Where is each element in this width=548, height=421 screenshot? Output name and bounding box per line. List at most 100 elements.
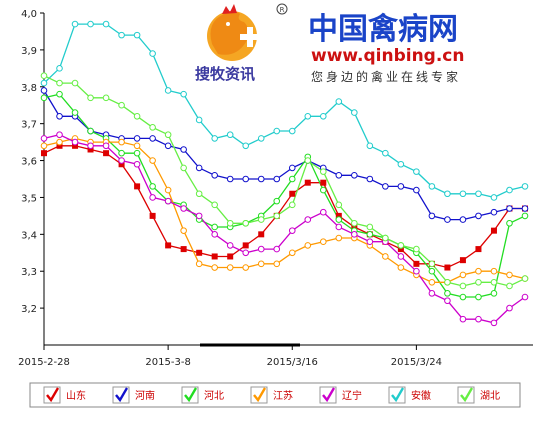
data-point	[304, 216, 312, 223]
legend-label: 河北	[204, 390, 224, 402]
data-point	[226, 219, 234, 227]
data-point	[149, 212, 156, 219]
data-point	[134, 183, 141, 190]
legend-label: 湖北	[480, 390, 500, 402]
data-point	[149, 135, 156, 142]
data-point	[319, 112, 327, 120]
data-point	[40, 135, 48, 142]
data-point	[459, 315, 467, 323]
data-point	[382, 234, 389, 242]
data-point	[397, 264, 405, 271]
data-point	[475, 246, 482, 253]
data-point	[211, 135, 218, 142]
data-point	[211, 253, 218, 260]
data-point	[40, 72, 48, 80]
data-point	[521, 293, 529, 301]
x-tick-label: 2015/3/16	[267, 357, 318, 368]
data-point	[242, 264, 250, 271]
series-points	[40, 20, 529, 327]
data-point	[242, 249, 250, 257]
data-point	[335, 212, 342, 219]
data-point	[71, 20, 79, 28]
y-tick-label: 3,3	[21, 267, 37, 278]
data-point	[351, 172, 358, 179]
data-point	[289, 190, 296, 197]
checkmark-icon	[115, 387, 129, 403]
data-point	[40, 87, 48, 94]
data-point	[397, 160, 405, 168]
data-point	[56, 138, 63, 146]
data-point	[506, 186, 513, 194]
data-point	[320, 179, 327, 186]
legend-item-6[interactable]: 湖北	[457, 386, 500, 404]
legend-item-0[interactable]: 山东	[43, 386, 86, 404]
data-point	[118, 161, 125, 168]
data-point	[164, 197, 172, 205]
data-point	[397, 242, 405, 249]
data-point	[521, 205, 529, 212]
data-point	[490, 319, 498, 327]
data-point	[195, 212, 203, 220]
legend-label: 江苏	[273, 389, 293, 402]
data-point	[56, 112, 63, 120]
data-point	[351, 109, 358, 116]
data-point	[304, 157, 312, 164]
checkmark-icon	[460, 387, 474, 403]
data-point	[351, 219, 358, 227]
data-point	[273, 127, 281, 135]
data-point	[87, 146, 94, 153]
data-point	[413, 267, 420, 275]
data-point	[133, 112, 141, 120]
y-tick-label: 3,4	[21, 230, 37, 241]
legend-item-4[interactable]: 辽宁	[319, 386, 362, 404]
svg-text:R: R	[280, 6, 285, 14]
data-point	[304, 242, 312, 249]
data-point	[475, 267, 482, 275]
series-line-6	[43, 75, 526, 287]
data-point	[149, 124, 156, 131]
data-point	[195, 260, 203, 268]
series-line-2	[43, 93, 526, 298]
y-tick-label: 3,8	[21, 83, 37, 94]
legend-label: 山东	[66, 389, 86, 402]
checkmark-icon	[253, 387, 267, 403]
data-point	[428, 290, 436, 297]
site-url: www.qinbing.cn	[311, 46, 465, 66]
data-point	[72, 142, 79, 149]
data-point	[211, 201, 218, 209]
data-point	[475, 293, 482, 301]
data-point	[118, 149, 125, 157]
data-point	[397, 183, 405, 190]
data-point	[118, 31, 125, 39]
registered-mark-icon: R	[276, 3, 288, 15]
data-point	[40, 79, 48, 87]
data-point	[335, 234, 343, 242]
data-point	[242, 219, 250, 227]
data-point	[397, 253, 405, 260]
data-point	[118, 101, 125, 109]
legend-item-1[interactable]: 河南	[112, 386, 155, 404]
data-point	[149, 50, 156, 57]
data-point	[288, 175, 296, 183]
data-point	[459, 282, 467, 290]
data-point	[459, 190, 467, 198]
data-point	[164, 142, 172, 150]
data-point	[133, 160, 141, 168]
chart-legend: 山东 河南 河北 江苏 辽宁 安徽 湖北	[29, 382, 521, 408]
legend-label: 河南	[135, 389, 155, 402]
data-point	[459, 216, 467, 223]
data-point	[273, 260, 281, 268]
data-point	[366, 231, 374, 238]
data-point	[490, 194, 498, 201]
legend-item-3[interactable]: 江苏	[250, 386, 293, 404]
data-point	[335, 223, 343, 231]
data-point	[103, 150, 110, 157]
legend-item-2[interactable]: 河北	[181, 386, 224, 404]
data-point	[102, 142, 110, 150]
data-point	[258, 231, 265, 238]
data-point	[56, 65, 63, 72]
legend-item-5[interactable]: 安徽	[388, 386, 431, 404]
legend-frame	[29, 382, 521, 408]
data-point	[351, 223, 358, 230]
